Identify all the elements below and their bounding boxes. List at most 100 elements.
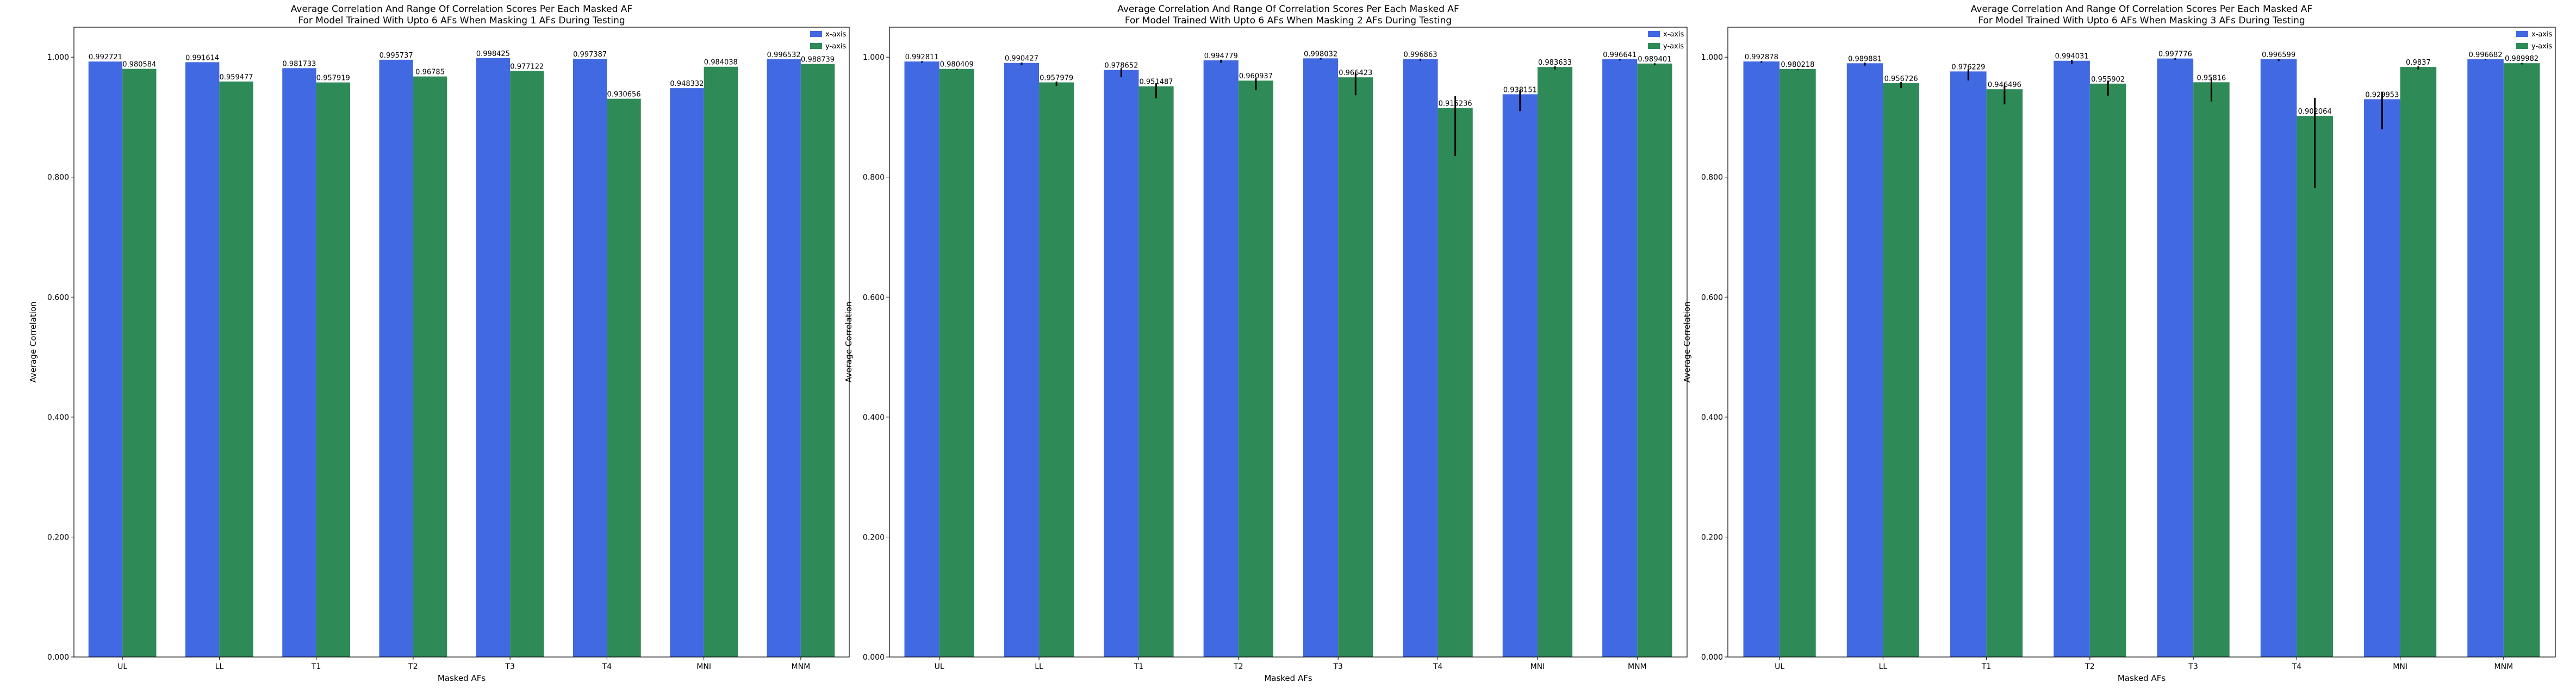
y-tick-label: 0.800 <box>1701 173 1723 182</box>
data-label: 0.996682 <box>2469 51 2503 59</box>
legend-swatch-x-axis <box>2516 31 2528 37</box>
x-tick-label: T4 <box>1433 662 1443 671</box>
x-tick-label: UL <box>1775 662 1784 671</box>
bar-y-axis-T1 <box>1986 89 2023 657</box>
bar-x-axis-T1 <box>282 68 316 658</box>
bar-x-axis-T2 <box>379 59 413 657</box>
y-tick-label: 0.000 <box>47 653 69 662</box>
bar-y-axis-MNI <box>2400 67 2437 658</box>
x-tick-label: MNI <box>2393 662 2407 671</box>
bar-x-axis-MNM <box>767 59 801 658</box>
data-label: 0.980218 <box>1781 61 1814 69</box>
y-tick-label: 1.000 <box>1701 53 1723 62</box>
x-tick-label: T1 <box>1134 662 1143 671</box>
x-axis-label: Masked AFs <box>1264 673 1312 683</box>
bar-y-axis-MNM <box>1637 63 1672 658</box>
y-tick-label: 0.600 <box>47 293 69 302</box>
chart-title: Average Correlation And Range Of Correla… <box>1117 4 1459 15</box>
y-tick-label: 0.200 <box>863 533 885 542</box>
data-label: 0.951487 <box>1140 78 1173 86</box>
bar-y-axis-MNI <box>704 66 738 657</box>
y-axis-label: Average Correlation <box>844 301 854 382</box>
bar-x-axis-MNI <box>670 88 704 658</box>
x-tick-label: MNM <box>792 662 811 671</box>
y-tick-label: 0.400 <box>47 413 69 422</box>
x-tick-label: LL <box>1035 662 1043 671</box>
bar-y-axis-LL <box>1039 82 1074 657</box>
data-label: 0.997776 <box>2158 51 2192 59</box>
data-label: 0.996599 <box>2262 51 2295 59</box>
data-label: 0.994031 <box>2055 53 2089 61</box>
data-label: 0.946496 <box>1988 81 2021 89</box>
bar-y-axis-LL <box>1883 83 1919 657</box>
data-label: 0.990427 <box>1005 55 1038 63</box>
data-label: 0.983633 <box>1538 59 1572 67</box>
data-label: 0.930656 <box>607 91 641 99</box>
data-label: 0.976229 <box>1951 63 1985 71</box>
x-tick-label: LL <box>215 662 224 671</box>
legend-label: x-axis <box>1663 30 1684 39</box>
data-label: 0.966423 <box>1339 69 1372 77</box>
bar-x-axis-UL <box>904 61 939 658</box>
bar-y-axis-T2 <box>1238 80 1273 658</box>
bar-x-axis-T3 <box>476 58 511 657</box>
bar-x-axis-T4 <box>573 59 607 657</box>
y-tick-label: 0.000 <box>863 653 885 662</box>
chart-panel-1: Average Correlation And Range Of Correla… <box>28 4 850 683</box>
bar-x-axis-T1 <box>1950 71 1987 657</box>
data-label: 0.992811 <box>905 53 939 61</box>
y-tick-label: 0.800 <box>47 173 69 182</box>
data-label: 0.998032 <box>1304 50 1337 58</box>
data-label: 0.95816 <box>2197 74 2226 82</box>
bar-y-axis-T3 <box>510 71 544 657</box>
data-label: 0.980584 <box>122 61 156 69</box>
data-label: 0.915236 <box>1439 100 1472 108</box>
data-label: 0.981733 <box>282 60 316 68</box>
data-label: 0.989982 <box>2505 55 2538 63</box>
data-label: 0.995737 <box>379 52 413 60</box>
bar-x-axis-MNM <box>1602 59 1638 657</box>
chart-title: Average Correlation And Range Of Correla… <box>291 4 632 15</box>
chart-title: Average Correlation And Range Of Correla… <box>1971 4 2312 15</box>
legend-swatch-y-axis <box>2516 43 2528 49</box>
bar-y-axis-UL <box>122 69 157 658</box>
data-label: 0.9837 <box>2406 59 2431 67</box>
x-tick-label: T2 <box>2085 662 2094 671</box>
chart-panel-2: Average Correlation And Range Of Correla… <box>844 4 1688 683</box>
x-tick-label: MNM <box>2494 662 2513 671</box>
x-tick-label: T2 <box>1233 662 1243 671</box>
x-tick-label: MNI <box>1530 662 1545 671</box>
bar-y-axis-MNM <box>800 64 835 657</box>
legend-label: y-axis <box>2531 42 2552 51</box>
x-tick-label: T1 <box>1981 662 1991 671</box>
legend-swatch-y-axis <box>810 43 822 49</box>
y-axis-label: Average Correlation <box>1682 301 1692 382</box>
x-tick-label: MNI <box>696 662 711 671</box>
y-tick-label: 0.600 <box>863 293 885 302</box>
bar-x-axis-MNM <box>2467 59 2504 658</box>
x-tick-label: T4 <box>602 662 612 671</box>
chart-subtitle: For Model Trained With Upto 6 AFs When M… <box>1978 15 2305 26</box>
bar-y-axis-T1 <box>1138 86 1174 658</box>
data-label: 0.992721 <box>89 53 122 61</box>
data-label: 0.998425 <box>476 50 510 58</box>
plot-frame <box>889 27 1688 658</box>
data-label: 0.994779 <box>1204 52 1238 60</box>
data-label: 0.992878 <box>1745 53 1778 61</box>
bar-x-axis-T4 <box>1403 59 1438 657</box>
data-label: 0.902064 <box>2298 108 2332 116</box>
x-tick-label: LL <box>1879 662 1888 671</box>
bar-x-axis-LL <box>1846 63 1883 658</box>
legend-label: y-axis <box>825 42 846 51</box>
y-tick-label: 0.400 <box>863 413 885 422</box>
bar-x-axis-UL <box>1743 61 1780 657</box>
data-label: 0.996641 <box>1603 51 1637 59</box>
legend-swatch-y-axis <box>1648 43 1660 49</box>
data-label: 0.96785 <box>415 69 445 77</box>
legend-label: y-axis <box>1663 42 1684 51</box>
x-tick-label: UL <box>935 662 944 671</box>
data-label: 0.957979 <box>1040 74 1073 82</box>
bar-x-axis-MNI <box>2364 99 2400 658</box>
bar-x-axis-LL <box>185 62 220 658</box>
bar-x-axis-UL <box>88 61 123 658</box>
